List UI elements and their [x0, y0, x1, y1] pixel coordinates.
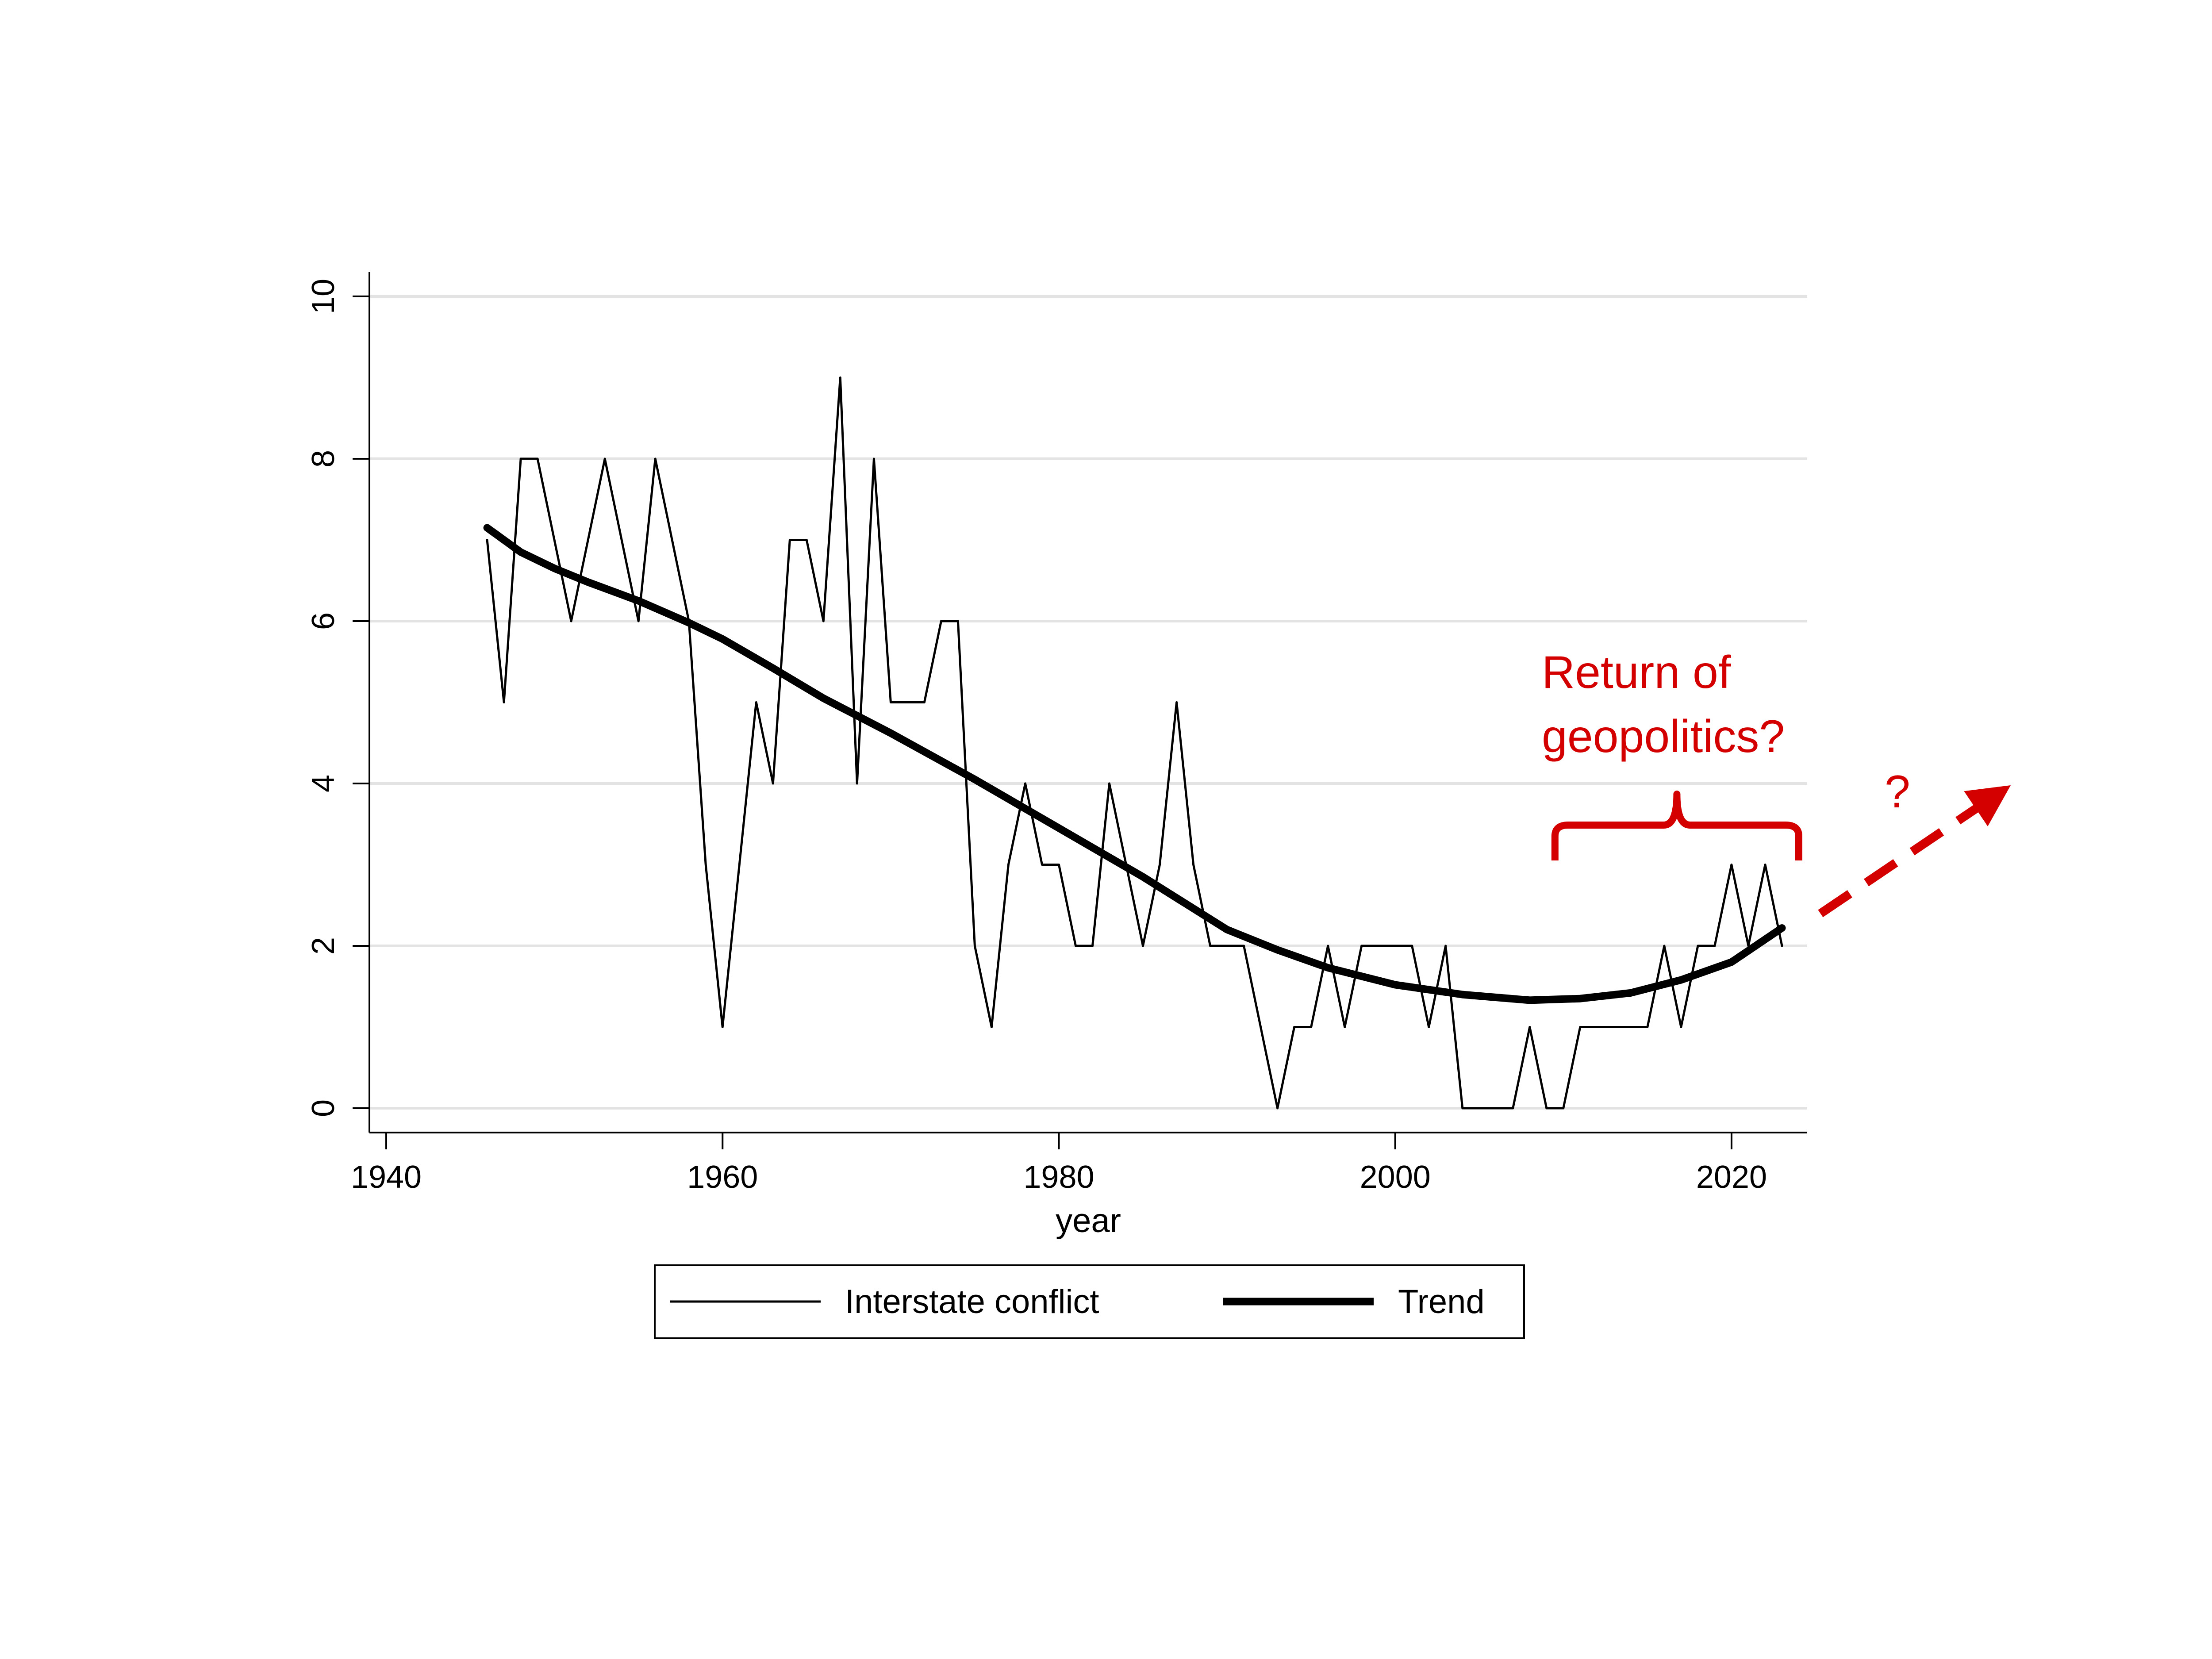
legend-label-trend: Trend: [1398, 1283, 1485, 1321]
y-tick-label-0: 0: [306, 1099, 341, 1117]
annotation-layer: Return of geopolitics? ?: [1542, 647, 2011, 918]
y-tick-label-6: 6: [306, 612, 341, 630]
x-tick-label-1940: 1940: [351, 1160, 422, 1195]
axes: 0 2 4 6 8 10 1940 1960 1980 2000 2020: [306, 272, 1807, 1195]
series-line-interstate-conflict: [486, 376, 1783, 1110]
annotation-arrow-shaft: [1818, 795, 1993, 918]
annotation-text-line1: Return of: [1542, 647, 1732, 698]
x-tick-label-1980: 1980: [1023, 1160, 1094, 1195]
y-tick-label-4: 4: [306, 775, 341, 792]
legend: Interstate conflict Trend: [654, 1264, 1525, 1339]
annotation-bracket: [1551, 791, 1802, 860]
series-layer: [483, 376, 1786, 1110]
y-tick-label-10: 10: [306, 279, 341, 314]
x-tick-label-2020: 2020: [1696, 1160, 1767, 1195]
series-line-trend: [483, 524, 1786, 1004]
x-tick-label-1960: 1960: [687, 1160, 758, 1195]
grid-lines: [369, 295, 1807, 1110]
y-tick-label-2: 2: [306, 937, 341, 955]
y-tick-label-8: 8: [306, 450, 341, 468]
annotation-text-line2: geopolitics?: [1542, 711, 1785, 762]
annotation-arrow-head: [1964, 785, 2011, 826]
x-axis-title: year: [1056, 1202, 1121, 1240]
legend-label-interstate-conflict: Interstate conflict: [845, 1283, 1099, 1321]
x-tick-label-2000: 2000: [1360, 1160, 1431, 1195]
annotation-question-mark: ?: [1885, 766, 1910, 818]
